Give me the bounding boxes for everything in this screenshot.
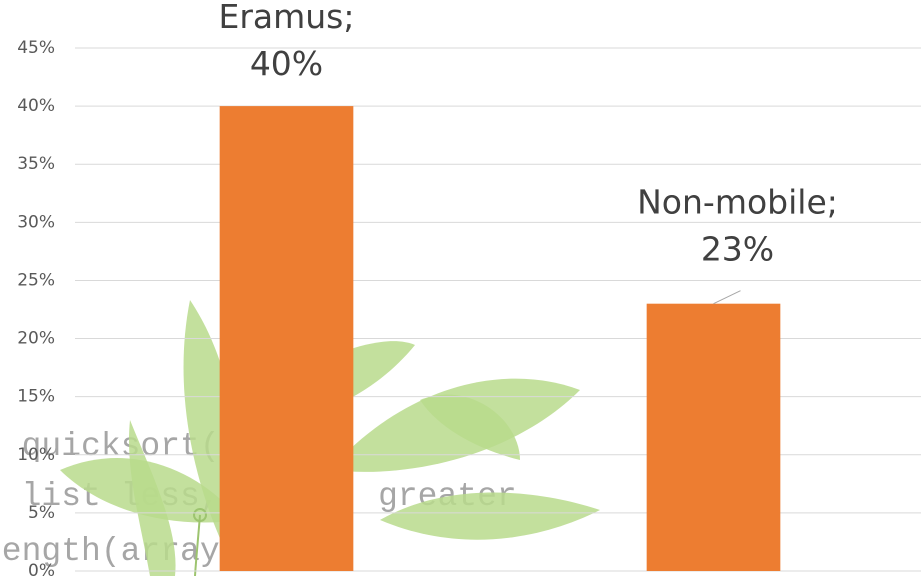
- y-tick-label: 20%: [17, 329, 55, 349]
- y-tick-label: 10%: [17, 445, 55, 465]
- data-label-category: Non-mobile: [637, 183, 827, 222]
- leaf: [129, 420, 176, 576]
- data-label-separator: ;: [343, 0, 354, 36]
- bars: [219, 106, 781, 571]
- leaf: [380, 492, 600, 540]
- data-label-value: 40%: [250, 44, 323, 83]
- data-label: Eramus; 40%: [218, 0, 354, 83]
- leaf: [420, 394, 520, 460]
- data-label-separator: ;: [827, 183, 838, 222]
- data-label: Non-mobile; 23%: [637, 183, 838, 269]
- y-tick-label: 25%: [17, 270, 55, 290]
- y-tick-label: 15%: [17, 387, 55, 407]
- y-tick-label: 0%: [28, 561, 55, 576]
- y-tick-label: 35%: [17, 154, 55, 174]
- leader-line: [713, 290, 741, 305]
- labels: 0% 5% 10% 15% 20% 25% 30% 35% 40% 45% Eramus; 40% No…: [17, 0, 838, 576]
- bar: [219, 106, 354, 571]
- data-label-category: Eramus: [218, 0, 343, 36]
- y-tick-label: 5%: [28, 503, 55, 523]
- bar: [646, 303, 781, 571]
- y-tick-label: 45%: [17, 38, 55, 58]
- y-tick-label: 30%: [17, 212, 55, 232]
- stem-node: [193, 508, 207, 522]
- y-tick-label: 40%: [17, 96, 55, 116]
- data-label-value: 23%: [701, 230, 774, 269]
